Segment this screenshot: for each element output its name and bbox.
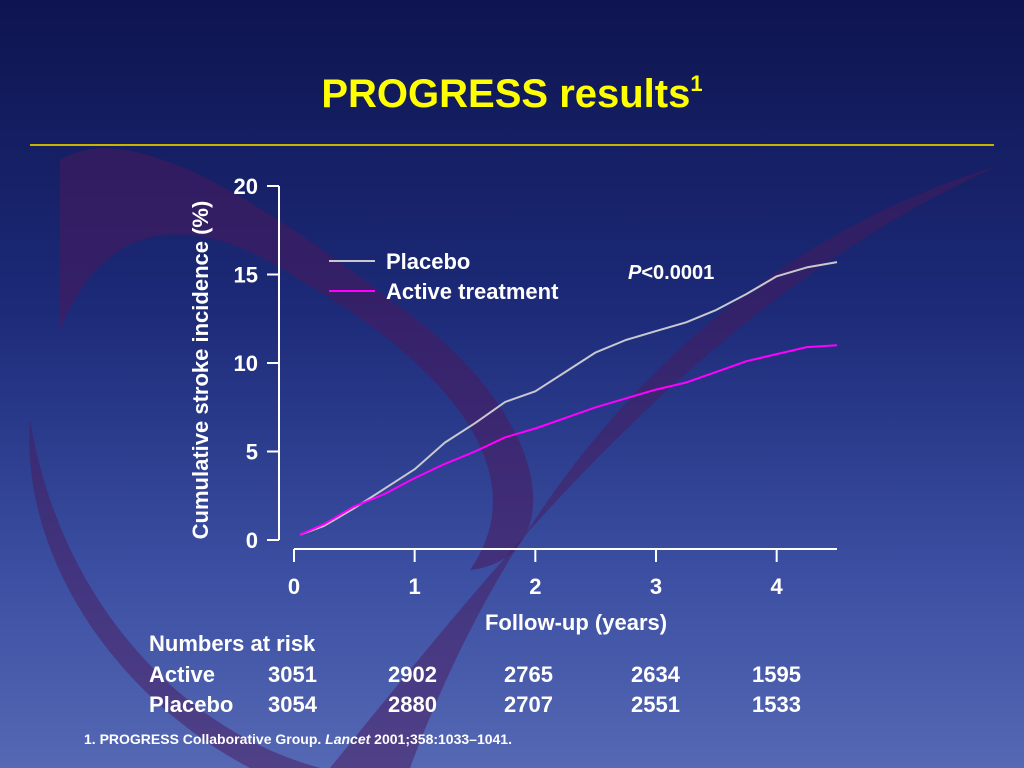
risk-cell: 2707 [504, 692, 553, 717]
title-divider [30, 144, 994, 146]
risk-row-active-label: Active [149, 662, 216, 687]
x-tick-label: 2 [529, 574, 541, 599]
x-tick-label: 4 [771, 574, 784, 599]
x-tick-label: 0 [288, 574, 300, 599]
x-tick-label: 3 [650, 574, 662, 599]
y-tick-label: 0 [246, 528, 258, 553]
y-tick-label: 10 [234, 351, 258, 376]
x-tick-label: 1 [409, 574, 421, 599]
risk-cell: 2880 [388, 692, 437, 717]
risk-cell: 1595 [752, 662, 801, 687]
risk-cell: 3051 [268, 662, 317, 687]
y-tick-label: 15 [234, 263, 258, 288]
y-tick-label: 20 [234, 174, 258, 199]
risk-cell: 2902 [388, 662, 437, 687]
risk-cell: 2551 [631, 692, 680, 717]
legend-placebo-label: Placebo [386, 249, 470, 274]
reference-footnote: 1. PROGRESS Collaborative Group. Lancet … [84, 731, 512, 747]
active-treatment-series-line [299, 344, 838, 536]
journal-name: Lancet [325, 731, 371, 747]
slide-title: PROGRESS results1 [321, 70, 703, 116]
x-axis-label: Follow-up (years) [485, 610, 667, 635]
risk-row-placebo-label: Placebo [149, 692, 234, 717]
risk-cell: 3054 [268, 692, 317, 717]
risk-cell: 1533 [752, 692, 801, 717]
y-tick-label: 5 [246, 440, 258, 465]
p-value-annotation: P<0.0001 [628, 262, 714, 284]
risk-table-heading: Numbers at risk [149, 631, 316, 656]
legend-active-label: Active treatment [386, 279, 559, 304]
placebo-series-line [299, 261, 838, 536]
y-axis-label: Cumulative stroke incidence (%) [188, 201, 213, 540]
title-reference-marker: 1 [690, 70, 703, 96]
risk-cell: 2765 [504, 662, 553, 687]
risk-cell: 2634 [631, 662, 680, 687]
